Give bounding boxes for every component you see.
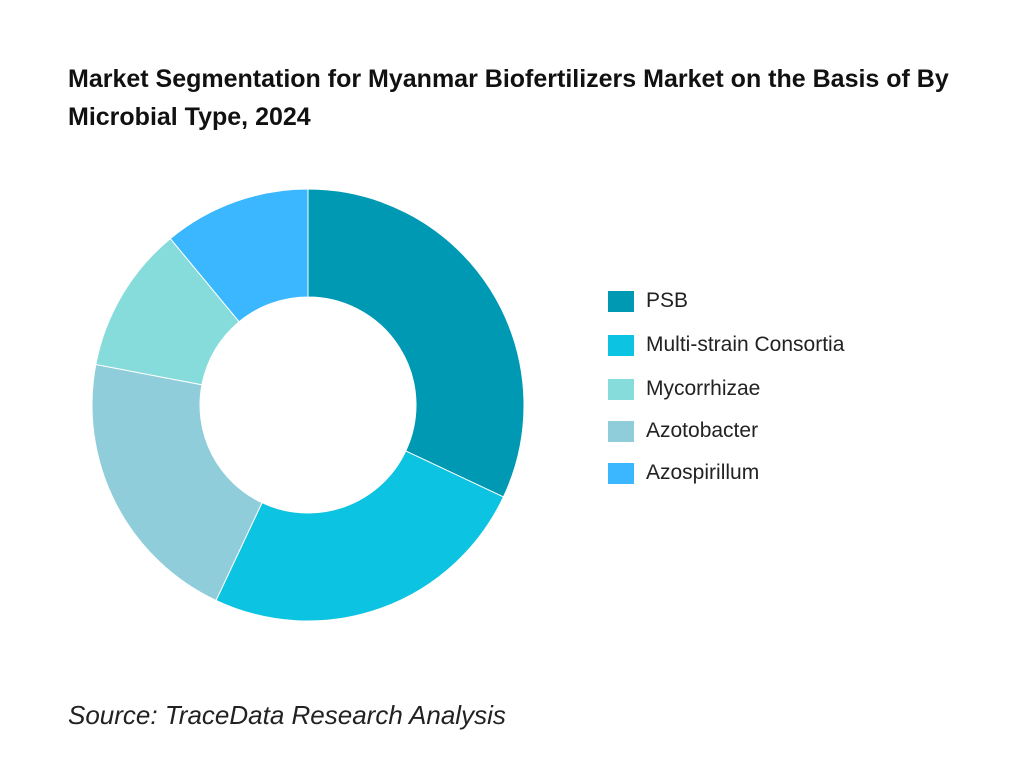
chart-title: Market Segmentation for Myanmar Bioferti… xyxy=(68,65,949,131)
legend-item-azospirillum: Azospirillum xyxy=(608,461,844,484)
legend-item-psb: PSB xyxy=(608,289,844,312)
slice-azotobacter xyxy=(91,363,263,602)
legend-label-multi-strain-consortia: Multi-strain Consortia xyxy=(646,333,845,356)
legend-swatch-multi-strain-consortia xyxy=(608,334,634,356)
source-note: Source: TraceData Research Analysis xyxy=(68,700,506,730)
slice-multi-strain-consortia xyxy=(215,450,505,622)
slice-azospirillum xyxy=(169,188,309,323)
legend-swatch-psb xyxy=(608,290,634,312)
chart-legend: PSB Multi-strain Consortia Mycorrhizae A… xyxy=(608,289,845,506)
slice-psb xyxy=(307,188,525,498)
legend-label-azotobacter: Azotobacter xyxy=(646,419,759,442)
legend-item-mycorrhizae: Mycorrhizae xyxy=(608,377,844,400)
legend-label-azospirillum: Azospirillum xyxy=(646,461,760,484)
legend-item-multi-strain-consortia: Multi-strain Consortia xyxy=(608,333,845,356)
legend-swatch-mycorrhizae xyxy=(608,378,634,400)
donut-slices xyxy=(91,188,525,622)
legend-label-psb: PSB xyxy=(646,289,689,312)
legend-swatch-azospirillum xyxy=(608,462,634,484)
legend-label-mycorrhizae: Mycorrhizae xyxy=(646,377,761,400)
legend-swatch-azotobacter xyxy=(608,420,634,442)
legend-item-azotobacter: Azotobacter xyxy=(608,419,844,442)
